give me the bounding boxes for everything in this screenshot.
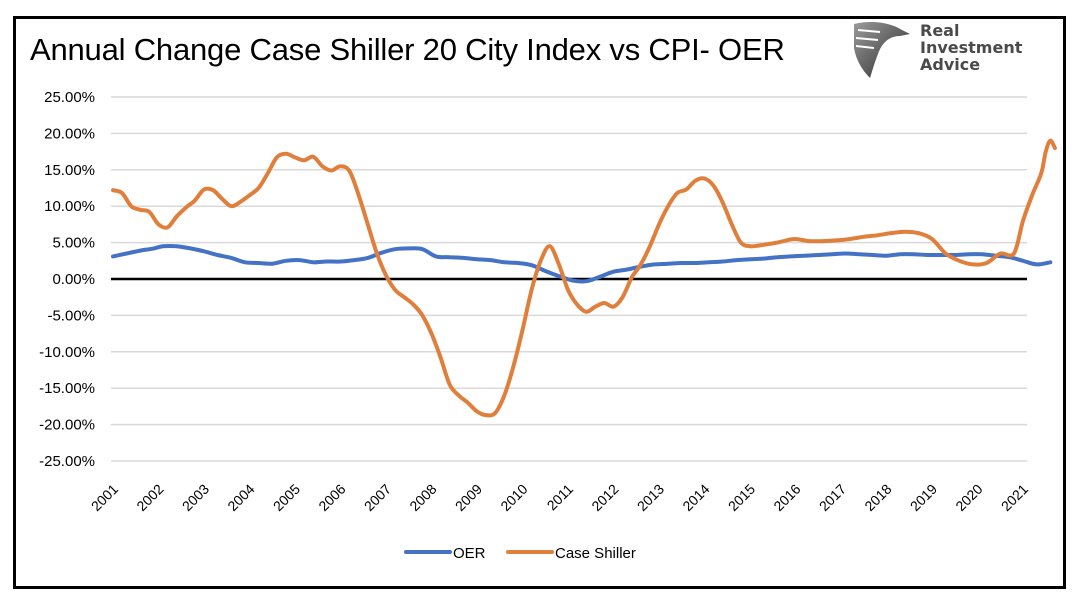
y-tick-label: -10.00%	[39, 344, 95, 361]
series-lines	[111, 138, 1057, 418]
gridlines	[111, 96, 1027, 462]
y-tick-label: 25.00%	[44, 89, 95, 106]
x-tick-label: 2018	[861, 481, 894, 514]
x-tick-label: 2005	[270, 481, 303, 514]
y-tick-label: -15.00%	[39, 380, 95, 397]
legend-label-case-shiller: Case Shiller	[555, 545, 636, 562]
series-line-case-shiller	[111, 138, 1057, 418]
chart-title: Annual Change Case Shiller 20 City Index…	[30, 32, 785, 67]
y-tick-label: -25.00%	[39, 453, 95, 470]
x-tick-label: 2020	[952, 481, 985, 514]
series-line-oer	[111, 243, 1053, 284]
x-tick-label: 2011	[544, 481, 577, 514]
x-tick-label: 2004	[224, 481, 257, 514]
legend: OER Case Shiller	[404, 545, 636, 562]
x-tick-label: 2017	[816, 481, 849, 514]
x-axis-ticks: 2001 2002 2003 2004 2005 2006 2007 2008 2009 2010…	[88, 481, 1031, 514]
y-axis-ticks: 25.00% 20.00% 15.00% 10.00% 5.00% 0.00% -5.00%…	[39, 89, 95, 470]
x-tick-label: 2010	[497, 481, 530, 514]
x-tick-label: 2007	[361, 481, 394, 514]
y-tick-label: 0.00%	[52, 271, 95, 288]
brand-line-2: Investment	[920, 38, 1023, 57]
x-tick-label: 2019	[907, 481, 940, 514]
x-tick-label: 2014	[679, 481, 712, 514]
x-tick-label: 2001	[88, 481, 121, 514]
brand-line-1: Real	[920, 21, 960, 40]
y-tick-label: 5.00%	[52, 235, 95, 252]
x-tick-label: 2013	[634, 481, 667, 514]
x-tick-label: 2012	[588, 481, 621, 514]
y-tick-label: 15.00%	[44, 162, 95, 179]
eagle-shield-icon	[854, 22, 910, 78]
x-tick-label: 2006	[315, 481, 348, 514]
brand-logo: Real Investment Advice	[850, 20, 1030, 80]
chart-frame	[13, 16, 1066, 589]
x-tick-label: 2015	[725, 481, 758, 514]
x-tick-label: 2009	[452, 481, 485, 514]
x-tick-label: 2003	[179, 481, 212, 514]
x-tick-label: 2016	[770, 481, 803, 514]
y-tick-label: 20.00%	[44, 125, 95, 142]
y-tick-label: -5.00%	[47, 307, 95, 324]
x-tick-label: 2008	[406, 481, 439, 514]
legend-label-oer: OER	[453, 545, 486, 562]
brand-name: Real Investment Advice	[920, 22, 1022, 73]
x-tick-label: 2021	[998, 481, 1031, 514]
brand-line-3: Advice	[920, 55, 981, 74]
y-tick-label: -20.00%	[39, 417, 95, 434]
x-tick-label: 2002	[133, 481, 166, 514]
y-tick-label: 10.00%	[44, 198, 95, 215]
